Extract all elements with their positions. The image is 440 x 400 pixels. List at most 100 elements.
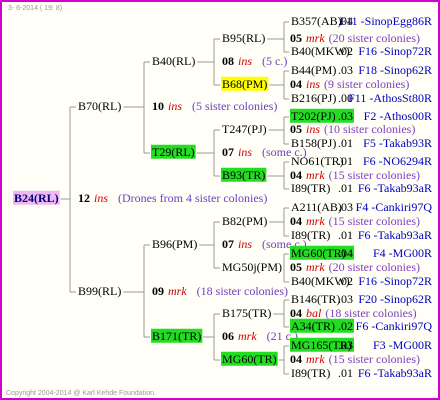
mating: 04 ins (9 sister colonies): [290, 77, 409, 91]
drone-race: ins: [94, 191, 108, 205]
source-line: F2 -Athos00R: [364, 109, 432, 123]
drone-count: 08: [222, 54, 234, 68]
mating-note: (20 sister colonies): [329, 31, 420, 45]
highlight: [290, 337, 354, 352]
inbreeding: .01: [338, 136, 353, 150]
mating: 04 mrk (15 sister colonies): [290, 214, 420, 228]
source-line: F4 -Cankiri97Q: [356, 200, 433, 214]
mating-note: (18 sister colonies): [197, 284, 288, 298]
inbreeding: .03: [338, 63, 353, 77]
drone-race: mrk: [306, 352, 325, 366]
drone-count: 05: [290, 122, 302, 136]
source-id: B357(AB): [291, 14, 342, 28]
drone-count: 07: [222, 237, 234, 251]
inbreeding: .03: [338, 109, 353, 123]
source-id: T202(PJ): [291, 109, 336, 123]
inbreeding: .04: [338, 246, 353, 260]
queen-label: B24(RL): [14, 191, 59, 205]
drone-race: ins: [238, 54, 252, 68]
drone-race: ins: [238, 237, 252, 251]
mating: 04 mrk (15 sister colonies): [290, 168, 420, 182]
drone-race: mrk: [306, 168, 325, 182]
mating-note: (15 sister colonies): [329, 352, 420, 366]
source-id: MG165(TR): [291, 338, 352, 352]
source-line: F16 -Sinop72R: [358, 274, 432, 288]
source-line: F3 -MG00R: [373, 338, 432, 352]
source-line: F20 -Sinop62R: [358, 292, 432, 306]
queen-label: B175(TR): [222, 306, 271, 320]
mating-note: (15 sister colonies): [329, 214, 420, 228]
drone-race: mrk: [306, 260, 325, 274]
queen-label: B95(RL): [222, 31, 265, 45]
inbreeding: .02: [338, 319, 353, 333]
highlight: [13, 190, 60, 205]
source-line: F16 -Sinop72R: [358, 44, 432, 58]
source-id: B158(PJ): [291, 136, 336, 150]
mating: 05 ins (10 sister colonies): [290, 122, 415, 136]
queen-label: T247(PJ): [222, 122, 267, 136]
drone-race: mrk: [306, 214, 325, 228]
drone-count: 05: [290, 31, 302, 45]
highlight: [290, 318, 354, 333]
source-line: F6 -Takab93aR: [358, 228, 432, 242]
drone-count: 09: [152, 284, 164, 298]
mating: 05 mrk (20 sister colonies): [290, 31, 420, 45]
queen-label: B40(RL): [152, 54, 195, 68]
queen-label: MG50j(PM): [222, 260, 282, 274]
inbreeding: .01: [338, 181, 353, 195]
inbreeding: .03: [338, 338, 353, 352]
mating-note: (9 sister colonies): [324, 77, 409, 91]
queen-label: T29(RL): [152, 145, 195, 159]
drone-race: ins: [306, 77, 320, 91]
drone-count: 04: [290, 214, 302, 228]
source-line: F6 -Takab93aR: [358, 366, 432, 380]
inbreeding: .04: [338, 14, 353, 28]
queen-label: B171(TR): [152, 329, 201, 343]
mating-note: (18 sister colonies): [325, 306, 416, 320]
queen-label: B99(RL): [78, 284, 121, 298]
drone-race: ins: [306, 122, 320, 136]
source-line: F6 -NO6294R: [363, 154, 432, 168]
inbreeding: .01: [338, 366, 353, 380]
drone-count: 07: [222, 145, 234, 159]
source-line: F4 -MG00R: [373, 246, 432, 260]
source-line: F6 -Takab93aR: [358, 181, 432, 195]
drone-race: mrk: [168, 284, 187, 298]
highlight: [151, 328, 203, 343]
mating-note: (10 sister colonies): [324, 122, 415, 136]
inbreeding: .01: [338, 154, 353, 168]
mating: 12 ins (Drones from 4 sister colonies): [78, 191, 267, 205]
drone-count: 05: [290, 260, 302, 274]
queen-label: MG60(TR): [222, 352, 277, 366]
queen-label: B93(TR): [222, 168, 265, 182]
drone-race: ins: [168, 99, 182, 113]
source-id: B44(PM): [291, 63, 336, 77]
highlight: [221, 167, 267, 182]
date: 3- 6-2014 ( 19: 8): [8, 5, 62, 12]
inbreeding: .02: [338, 274, 353, 288]
drone-race: mrk: [238, 329, 257, 343]
highlight: [290, 245, 354, 260]
drone-race: ins: [238, 145, 252, 159]
drone-count: 04: [290, 306, 302, 320]
mating-note: (some c.): [262, 145, 307, 159]
drone-race: bal: [306, 306, 322, 320]
inbreeding: .03: [338, 200, 353, 214]
drone-count: 10: [152, 99, 164, 113]
drone-count: 12: [78, 191, 90, 205]
mating-note: (5 sister colonies): [192, 99, 277, 113]
drone-count: 04: [290, 168, 302, 182]
source-line: F5 -Takab93R: [363, 136, 432, 150]
inbreeding: .00: [338, 91, 353, 105]
inbreeding: .03: [338, 292, 353, 306]
mating-note: (Drones from 4 sister colonies): [118, 191, 267, 205]
source-id: B40(MKW): [291, 44, 350, 58]
source-id: NO61(TR): [291, 154, 344, 168]
mating: 07 ins (some c.): [222, 145, 307, 159]
source-id: B146(TR): [291, 292, 340, 306]
drone-count: 04: [290, 352, 302, 366]
source-line: F6 -Cankiri97Q: [356, 319, 433, 333]
mating-note: (20 sister colonies): [329, 260, 420, 274]
